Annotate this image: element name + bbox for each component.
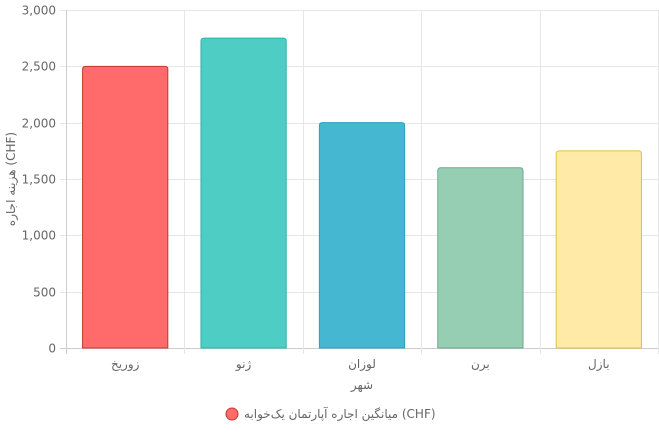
y-axis-ticks: 0 500 1,000 1,500 2,000 2,500 3,000 [22,4,56,356]
y-tick-label: 500 [33,286,56,300]
x-tick-label: لوزان [348,357,376,372]
y-tick-label: 2,500 [22,60,56,74]
legend[interactable]: میانگین اجاره آپارتمان یک‌خوابه (CHF) [225,406,436,422]
x-axis-ticks: زوریخ ژنو لوزان برن بازل [111,357,610,372]
y-tick-label: 1,000 [22,229,56,243]
bar-2[interactable] [200,37,287,349]
x-tick-label: برن [471,357,490,372]
y-tick-label: 2,000 [22,117,56,131]
y-tick-label: 3,000 [22,4,56,18]
x-tick-label: زوریخ [111,357,140,372]
x-axis-title: شهر [350,378,373,393]
legend-label: میانگین اجاره آپارتمان یک‌خوابه (CHF) [244,406,436,422]
y-tick-label: 1,500 [22,173,56,187]
y-axis-title: هزینه اجاره (CHF) [4,132,19,226]
y-tick-label: 0 [48,342,56,356]
bar-4[interactable] [437,167,524,349]
x-tick-label: بازل [588,357,610,372]
bar-1[interactable] [82,65,169,349]
x-tick-label: ژنو [235,357,252,372]
bars [82,37,642,349]
bar-3[interactable] [318,122,406,349]
legend-marker [225,407,239,421]
bar-5[interactable] [555,150,642,349]
